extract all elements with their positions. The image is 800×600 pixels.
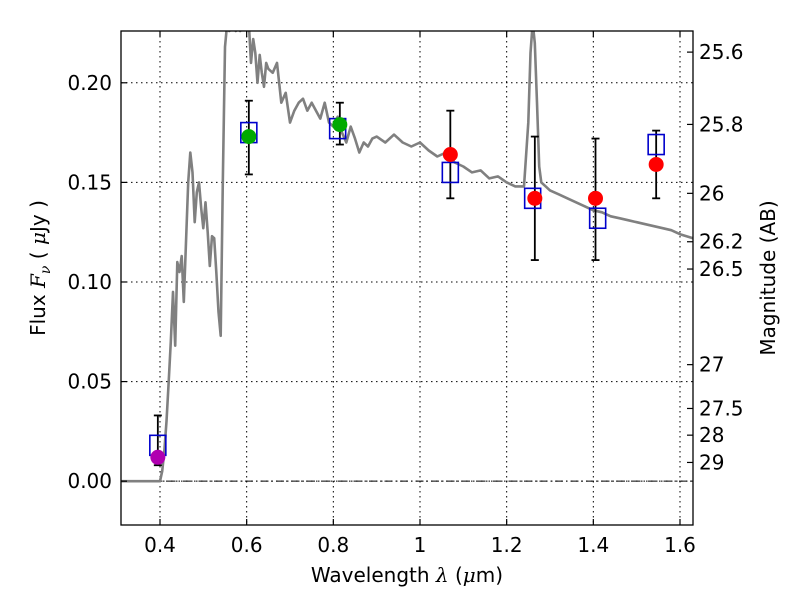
- y-tick-label: 0.00: [67, 469, 112, 493]
- y2-tick-label: 27: [699, 353, 724, 377]
- observed-point: [527, 190, 543, 206]
- model-spectrum-line: [121, 31, 693, 483]
- observed-point: [648, 156, 664, 172]
- y-tick-label: 0.15: [67, 170, 112, 194]
- y2-tick-label: 29: [699, 450, 724, 474]
- y-axis-label: Flux Fν ( μJy ): [26, 200, 54, 336]
- y-tick-label: 0.20: [67, 71, 112, 95]
- plot-frame: [120, 30, 694, 526]
- error-bars: [153, 99, 661, 467]
- y-tick-label: 0.10: [67, 270, 112, 294]
- model-photometry-markers: [149, 117, 665, 457]
- axis-ticks: 0.4 0.6 0.8 1 1.2 1.4 1.6 0.00 0.05 0.10 0.15 0.20 2…: [67, 31, 744, 557]
- y2-tick-label: 27.5: [699, 396, 744, 420]
- model-photometry-square: [588, 207, 607, 230]
- x-axis-label: Wavelength λ (μm): [311, 563, 503, 587]
- y2-tick-label: 26.2: [699, 230, 744, 254]
- x-tick-label: 1.4: [577, 533, 609, 557]
- y2-tick-label: 28: [699, 423, 724, 447]
- y2-axis-label: Magnitude (AB): [756, 200, 780, 355]
- y2-tick-label: 25.6: [699, 40, 744, 64]
- model-photometry-square: [647, 133, 665, 156]
- x-tick-label: 1.2: [491, 533, 523, 557]
- observed-point: [241, 129, 257, 145]
- observed-photometry-markers: [150, 117, 664, 465]
- x-tick-label: 1: [414, 533, 427, 557]
- observed-point: [332, 117, 348, 133]
- model-photometry-square: [441, 161, 460, 184]
- y2-tick-label: 26.5: [699, 257, 744, 281]
- y-tick-label: 0.05: [67, 370, 112, 394]
- observed-point: [150, 449, 166, 465]
- x-tick-label: 0.6: [231, 533, 263, 557]
- x-tick-label: 0.8: [317, 533, 349, 557]
- y2-tick-label: 25.8: [699, 112, 744, 136]
- x-tick-label: 1.6: [664, 533, 696, 557]
- grid: [121, 31, 693, 525]
- observed-point: [588, 190, 603, 206]
- x-tick-label: 0.4: [144, 533, 176, 557]
- observed-point: [442, 147, 458, 162]
- y2-tick-label: 26: [699, 181, 724, 205]
